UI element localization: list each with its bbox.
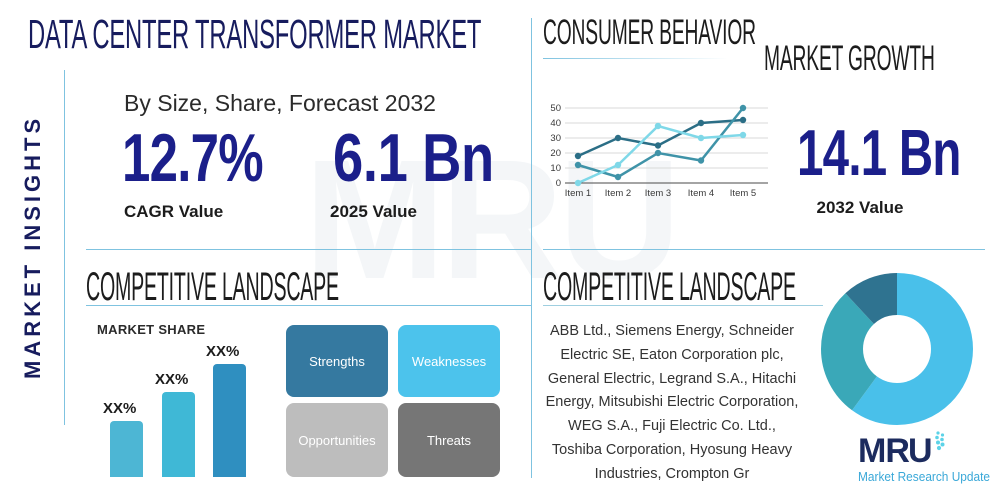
- svg-text:Item 1: Item 1: [565, 188, 591, 199]
- svg-text:10: 10: [550, 163, 561, 174]
- svg-text:Item 3: Item 3: [645, 188, 671, 199]
- svg-text:50: 50: [550, 103, 561, 114]
- svg-text:0: 0: [556, 178, 561, 189]
- svg-text:Item 5: Item 5: [730, 188, 756, 199]
- svg-text:U: U: [908, 432, 933, 470]
- svg-text:30: 30: [550, 133, 561, 144]
- svg-text:MR: MR: [858, 432, 909, 470]
- svg-text:Item 4: Item 4: [688, 188, 714, 199]
- svg-text:Item 2: Item 2: [605, 188, 631, 199]
- svg-text:40: 40: [550, 118, 561, 129]
- svg-text:20: 20: [550, 148, 561, 159]
